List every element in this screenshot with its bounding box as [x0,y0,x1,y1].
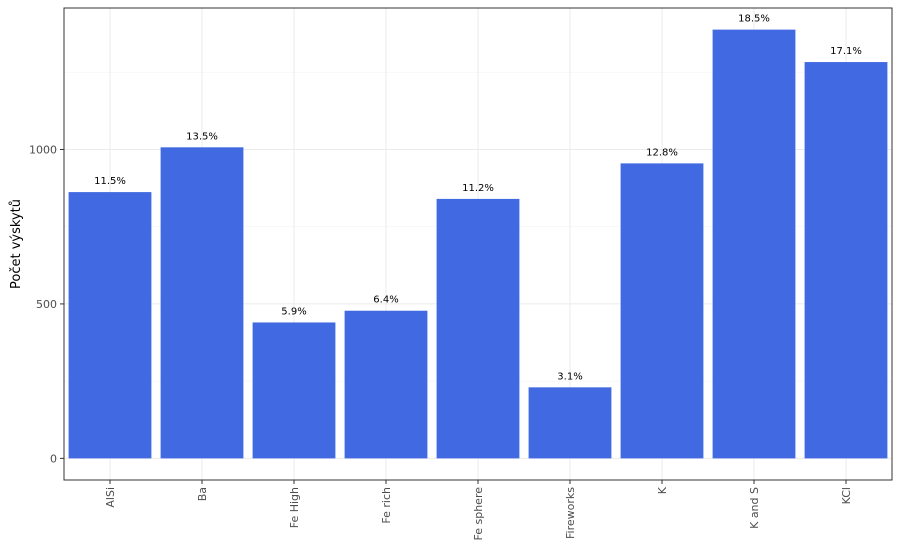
bar-value-label: 11.5% [94,176,126,187]
bar-value-label: 13.5% [186,131,218,142]
bar [344,310,428,459]
x-tick-label: Fe rich [380,487,393,524]
bars [68,29,888,459]
bar [252,322,336,459]
bar [712,29,796,459]
y-tick-label: 0 [50,452,57,465]
x-tick-label: Fireworks [564,487,577,539]
x-tick-label: KCl [840,487,853,504]
bar-value-label: 11.2% [462,183,494,194]
x-tick-label: K [656,486,669,494]
bar [160,147,244,459]
x-axis: AlSi Ba Fe High Fe rich Fe sphere Fireworks K K… [104,480,853,541]
bar [68,192,152,459]
bar-value-label: 18.5% [738,14,770,25]
bar-value-label: 5.9% [281,306,306,317]
bar [528,387,612,459]
x-tick-label: AlSi [104,487,117,508]
bar-value-label: 3.1% [557,371,582,382]
y-axis: 0 500 1000 [29,143,64,465]
bar-labels: 11.5% 13.5% 5.9% 6.4% 11.2% 3.1% 12.8% 18.5% 17.… [94,14,862,383]
y-tick-label: 1000 [29,143,57,156]
bar-value-label: 17.1% [830,46,862,57]
bar-value-label: 6.4% [373,295,398,306]
x-tick-label: Fe High [288,487,301,528]
x-tick-label: Fe sphere [472,487,485,541]
y-tick-label: 500 [36,298,57,311]
bar-value-label: 12.8% [646,147,678,158]
y-axis-title: Počet výskytů [9,199,24,289]
bar [804,62,888,459]
x-tick-label: Ba [196,487,209,501]
x-tick-label: K and S [748,487,761,529]
bar [620,163,704,459]
bar [436,198,520,459]
